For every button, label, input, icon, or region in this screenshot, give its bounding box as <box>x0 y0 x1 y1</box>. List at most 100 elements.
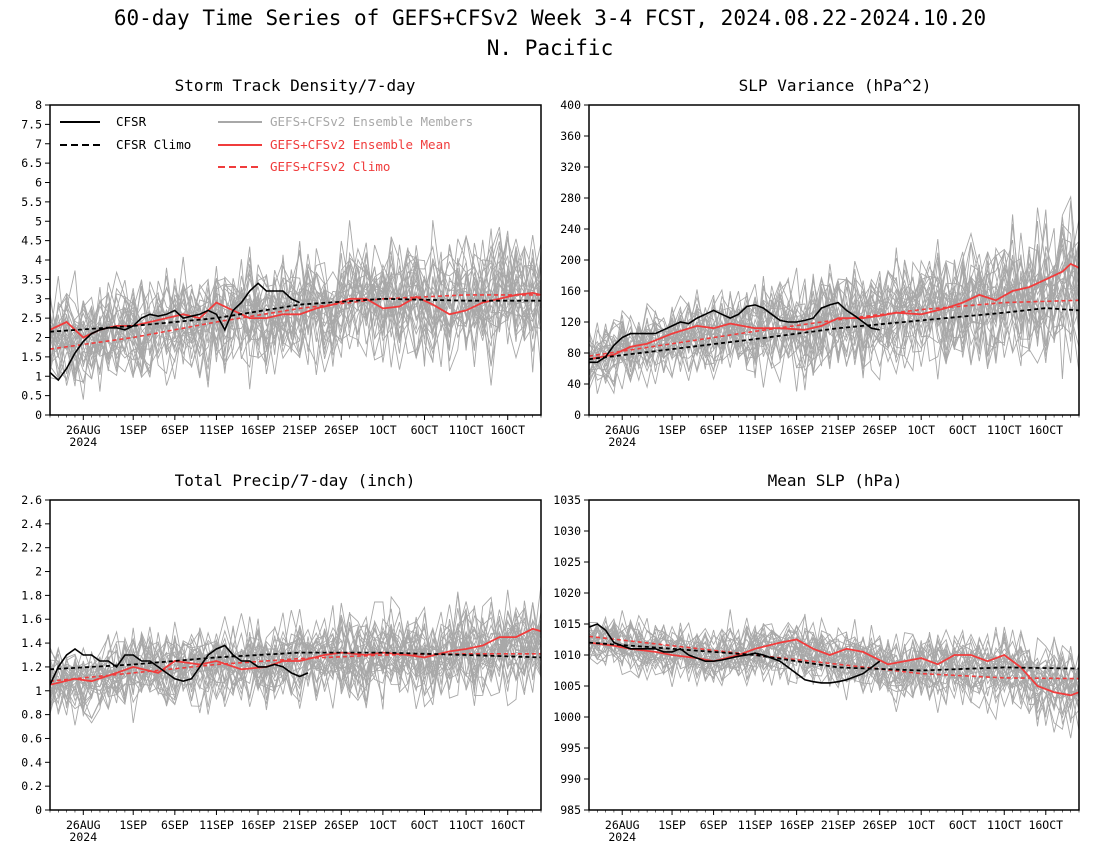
ensemble-member-line <box>50 238 541 381</box>
x-tick-label: 16OCT <box>1028 818 1063 832</box>
legend-label-cfsr-climo: CFSR Climo <box>116 137 191 152</box>
x-tick-label: 16OCT <box>1028 423 1063 437</box>
ensemble-member-line <box>50 601 541 707</box>
panel-title: Storm Track Density/7-day <box>175 76 416 95</box>
x-tick-label: 1OCT <box>907 818 935 832</box>
x-year-label: 2024 <box>608 435 636 449</box>
cfsr-line <box>589 301 880 364</box>
ensemble-member-line <box>50 606 541 708</box>
chart-panel: 0 0.5 1 1.5 2 2.5 3 3.5 4 4.5 5 5.5 6 6.5 7 7.5 8 26AUG20… <box>21 98 542 449</box>
y-tick-label: 320 <box>560 160 581 174</box>
y-tick-label: 2 <box>35 331 42 345</box>
cfsr-climo-line <box>589 641 1079 672</box>
y-tick-label: 4 <box>35 253 42 267</box>
x-tick-label: 11SEP <box>738 423 773 437</box>
x-tick-label: 6OCT <box>949 818 977 832</box>
y-tick-label: 1 <box>35 369 42 383</box>
x-tick-label: 21SEP <box>821 423 856 437</box>
ensemble-member-line <box>50 237 541 379</box>
cfsr-climo-line <box>50 651 541 671</box>
x-tick-label: 16OCT <box>490 423 525 437</box>
y-tick-label: 2.6 <box>21 493 42 507</box>
x-tick-label: 1OCT <box>907 423 935 437</box>
ensemble-member-line <box>50 609 541 704</box>
x-tick-label: 26SEP <box>324 818 359 832</box>
y-tick-label: 1020 <box>553 586 581 600</box>
x-tick-label: 6OCT <box>411 818 439 832</box>
y-tick-label: 0 <box>574 408 581 422</box>
y-tick-label: 1035 <box>553 493 581 507</box>
ensemble-member-line <box>50 607 541 709</box>
x-tick-label: 26AUG <box>66 818 101 832</box>
y-tick-label: 1005 <box>553 679 581 693</box>
y-tick-label: 990 <box>560 772 581 786</box>
y-tick-label: 0.8 <box>21 708 42 722</box>
x-year-label: 2024 <box>69 435 97 449</box>
y-tick-label: 0.6 <box>21 731 42 745</box>
ens-mean-line <box>589 638 1079 697</box>
x-tick-label: 26AUG <box>605 423 640 437</box>
ensemble-member-line <box>589 246 1079 376</box>
x-tick-label: 6SEP <box>700 818 728 832</box>
x-tick-label: 11SEP <box>738 818 773 832</box>
plot-area <box>589 609 1079 739</box>
x-tick-label: 26SEP <box>862 423 897 437</box>
ensemble-member-line <box>589 231 1079 391</box>
cfsr-line <box>589 623 881 684</box>
ensemble-member-line <box>50 595 541 724</box>
y-tick-label: 1010 <box>553 648 581 662</box>
ens-mean-line <box>589 262 1079 361</box>
ensemble-member-line <box>589 628 1079 733</box>
x-tick-label: 11OCT <box>987 818 1022 832</box>
y-tick-label: 3 <box>35 292 42 306</box>
figure-title: 60-day Time Series of GEFS+CFSv2 Week 3-… <box>114 6 986 30</box>
ensemble-member-line <box>50 618 541 713</box>
ensemble-member-line <box>50 593 541 714</box>
x-tick-label: 26SEP <box>862 818 897 832</box>
y-tick-label: 1015 <box>553 617 581 631</box>
y-tick-label: 240 <box>560 222 581 236</box>
panel-title: Total Precip/7-day (inch) <box>175 471 416 490</box>
y-tick-label: 985 <box>560 803 581 817</box>
x-tick-label: 21SEP <box>282 423 317 437</box>
y-tick-label: 1025 <box>553 555 581 569</box>
x-tick-label: 1OCT <box>369 423 397 437</box>
panel-title: SLP Variance (hPa^2) <box>739 76 932 95</box>
cfsr-line <box>50 282 301 382</box>
x-tick-label: 11SEP <box>199 423 234 437</box>
y-tick-label: 0.4 <box>21 755 42 769</box>
x-tick-label: 6SEP <box>161 818 189 832</box>
y-tick-label: 1030 <box>553 524 581 538</box>
panels: 00.511.522.533.544.555.566.577.5826AUG20… <box>21 98 1080 844</box>
x-tick-label: 16SEP <box>779 423 814 437</box>
y-tick-label: 2 <box>35 565 42 579</box>
ensemble-member-line <box>50 610 541 726</box>
x-tick-label: 21SEP <box>282 818 317 832</box>
x-tick-label: 6SEP <box>161 423 189 437</box>
y-tick-label: 40 <box>567 377 581 391</box>
legend-label-cfsr: CFSR <box>116 114 147 129</box>
x-tick-label: 1SEP <box>119 818 147 832</box>
y-tick-label: 2.5 <box>21 311 42 325</box>
y-tick-label: 200 <box>560 253 581 267</box>
panel-title: Mean SLP (hPa) <box>768 471 903 490</box>
y-tick-label: 5.5 <box>21 195 42 209</box>
y-tick-label: 995 <box>560 741 581 755</box>
cfsr-line <box>50 644 309 686</box>
y-tick-label: 1.2 <box>21 660 42 674</box>
ensemble-member-line <box>50 589 541 706</box>
legend-label-ens-mean: GEFS+CFSv2 Ensemble Mean <box>270 137 451 152</box>
x-tick-label: 26SEP <box>324 423 359 437</box>
x-year-label: 2024 <box>608 830 636 844</box>
legend-label-members: GEFS+CFSv2 Ensemble Members <box>270 114 473 129</box>
x-tick-label: 6SEP <box>700 423 728 437</box>
ensemble-member-line <box>589 246 1079 373</box>
y-tick-label: 7.5 <box>21 117 42 131</box>
y-tick-label: 7 <box>35 137 42 151</box>
ensemble-member-line <box>589 207 1079 372</box>
plot-frame <box>49 499 542 811</box>
ensemble-member-line <box>50 609 541 719</box>
x-tick-label: 26AUG <box>605 818 640 832</box>
y-tick-label: 1000 <box>553 710 581 724</box>
ensemble-member-line <box>589 623 1079 721</box>
